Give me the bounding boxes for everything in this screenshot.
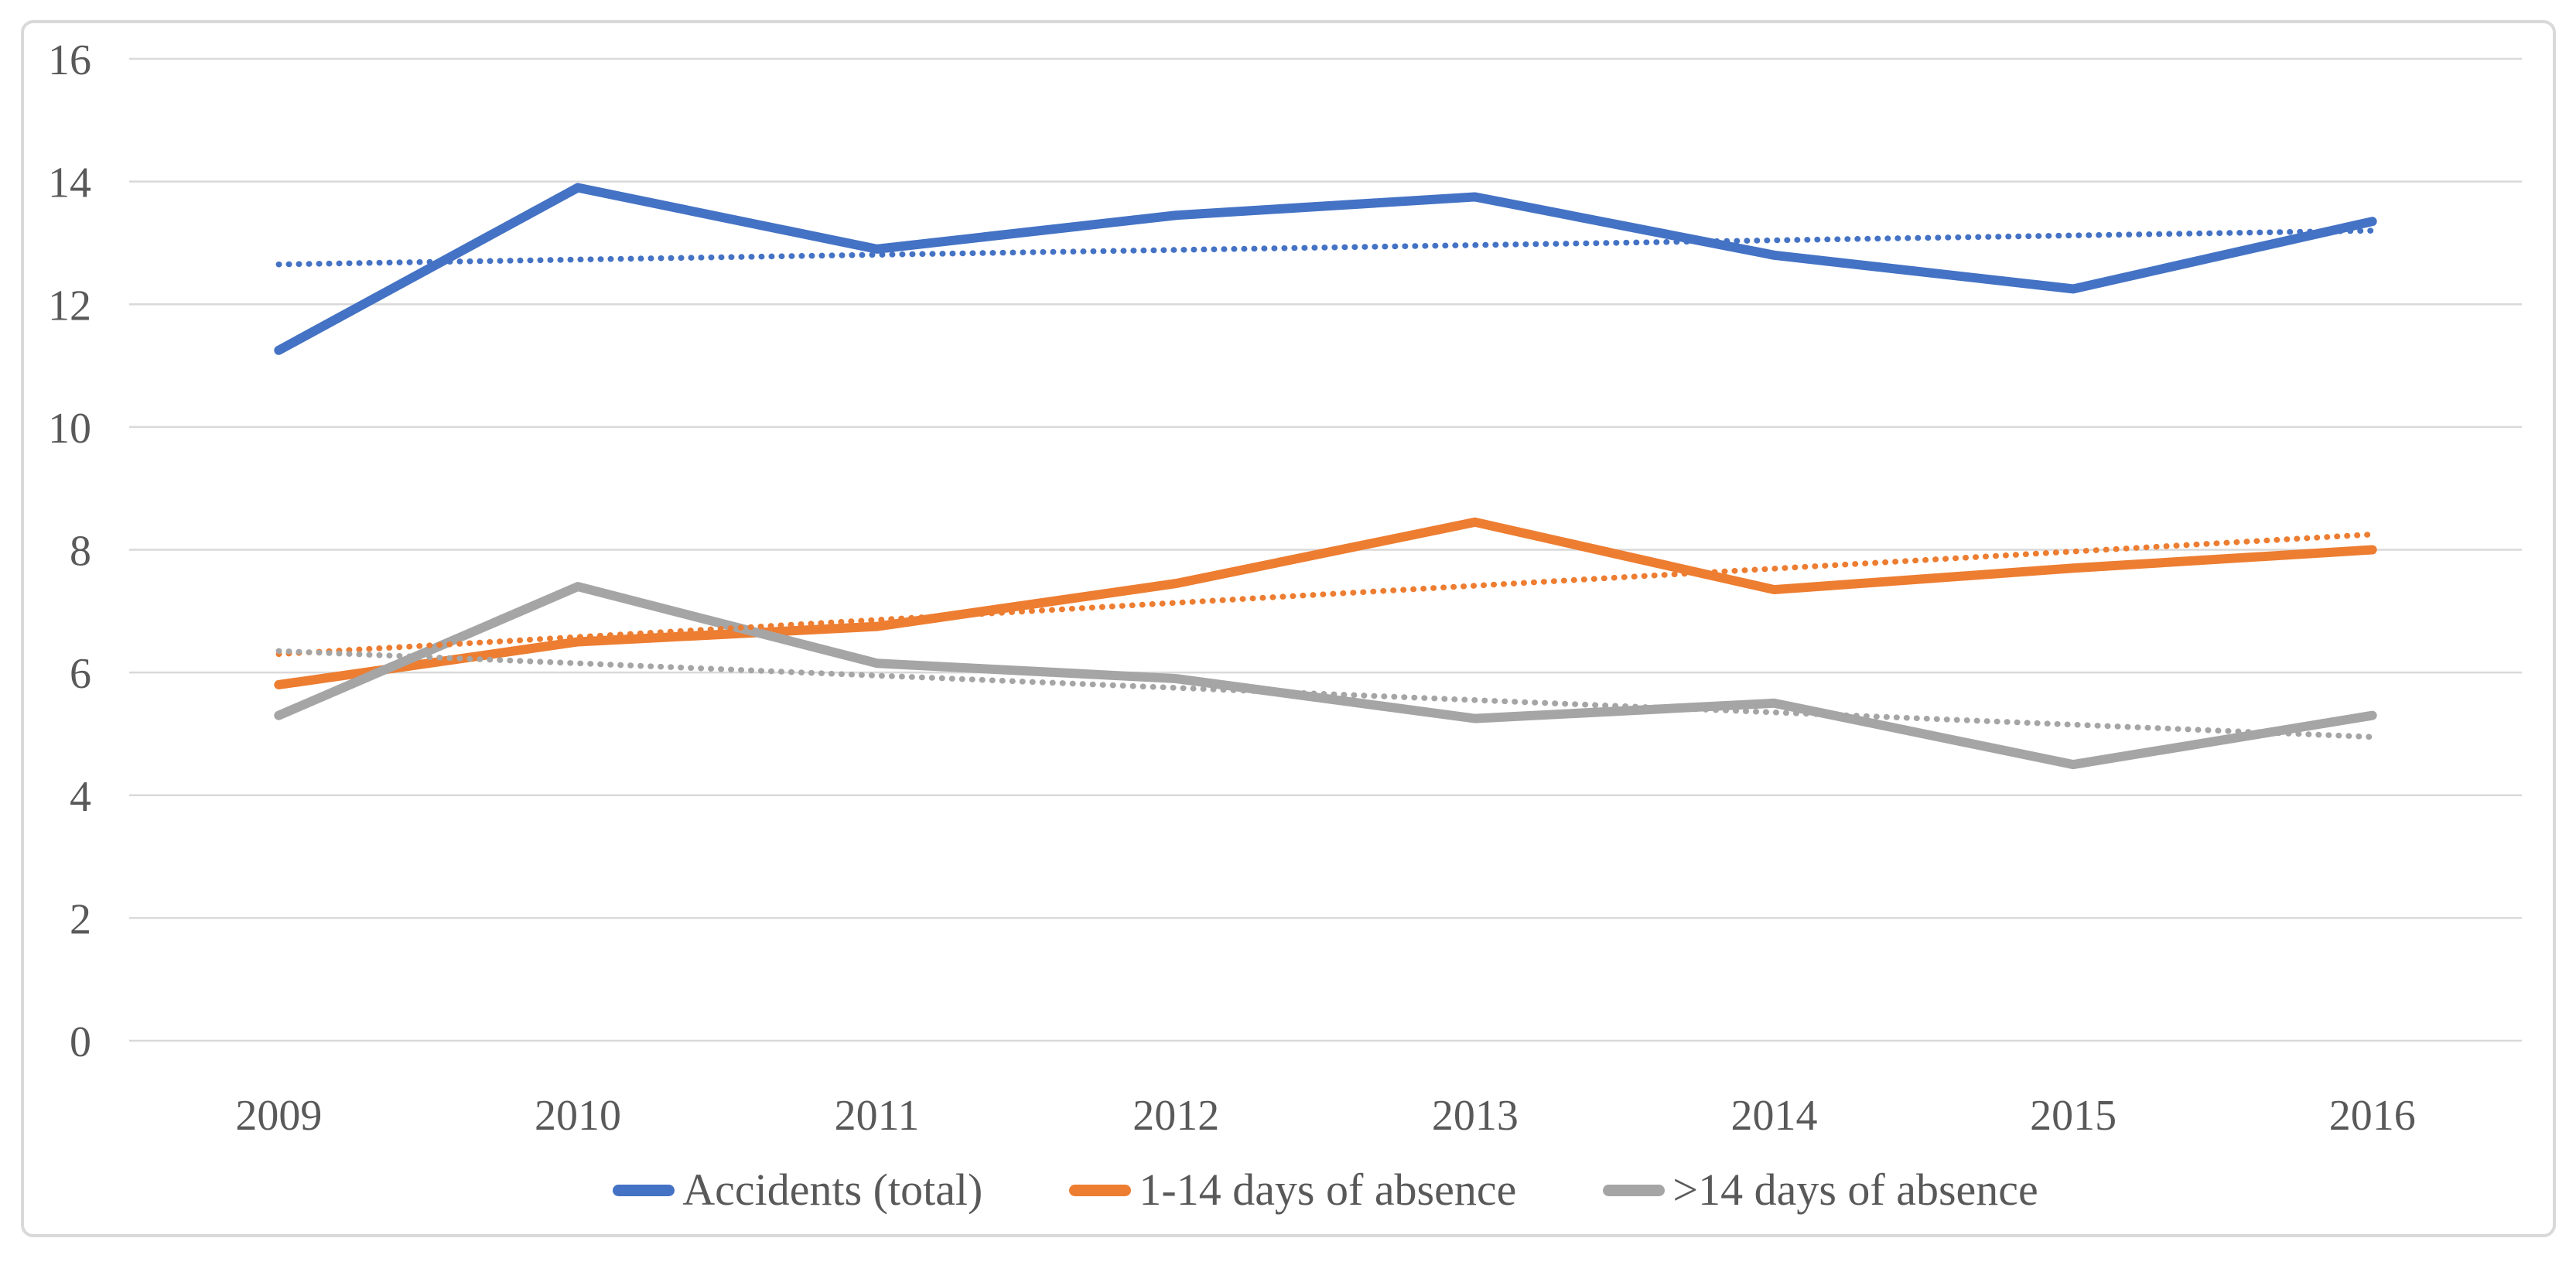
legend-label-gt14-days: >14 days of absence [1672, 1165, 2038, 1215]
legend-marker-gt14-days [1603, 1184, 1666, 1196]
y-axis-tick-label-4: 4 [70, 773, 91, 821]
legend-item-1-14-days: 1-14 days of absence [1069, 1168, 1516, 1212]
y-axis-tick-label-8: 8 [70, 528, 91, 576]
y-axis-tick-label-14: 14 [48, 159, 91, 207]
x-axis-tick-label-2012: 2012 [1133, 1092, 1219, 1140]
chart-legend: Accidents (total) 1-14 days of absence >… [129, 1159, 2522, 1221]
trendline-14-days-of-absence [275, 648, 2376, 740]
chart-frame-border [21, 20, 2556, 1237]
legend-label-1-14-days: 1-14 days of absence [1139, 1165, 1517, 1215]
y-axis-tick-label-16: 16 [48, 36, 91, 84]
x-axis-tick-label-2011: 2011 [835, 1092, 920, 1140]
x-axis-tick-label-2014: 2014 [1730, 1092, 1817, 1140]
x-axis-tick-label-2010: 2010 [535, 1092, 621, 1140]
trendline-1-14-days-of-absence [275, 531, 2376, 658]
trendline-accidents-total [275, 227, 2376, 268]
legend-marker-1-14-days [1069, 1184, 1132, 1196]
x-axis-tick-label-2009: 2009 [235, 1092, 322, 1140]
legend-label-accidents-total: Accidents (total) [682, 1165, 983, 1215]
x-axis-tick-label-2015: 2015 [2030, 1092, 2116, 1140]
x-axis-tick-label-2013: 2013 [1432, 1092, 1519, 1140]
legend-marker-accidents-total [613, 1184, 675, 1196]
y-axis-tick-label-0: 0 [70, 1018, 91, 1066]
series-line-accidents-total [274, 183, 2377, 355]
y-axis-tick-label-2: 2 [70, 895, 91, 943]
y-axis-tick-label-6: 6 [70, 650, 91, 698]
x-axis-tick-label-2016: 2016 [2329, 1092, 2416, 1140]
series-line-14-days-of-absence [274, 582, 2377, 770]
series-line-1-14-days-of-absence [274, 517, 2377, 689]
y-axis-tick-label-10: 10 [48, 405, 91, 453]
y-axis-tick-label-12: 12 [48, 282, 91, 330]
legend-item-gt14-days: >14 days of absence [1603, 1168, 2038, 1212]
legend-item-accidents-total: Accidents (total) [613, 1168, 982, 1212]
